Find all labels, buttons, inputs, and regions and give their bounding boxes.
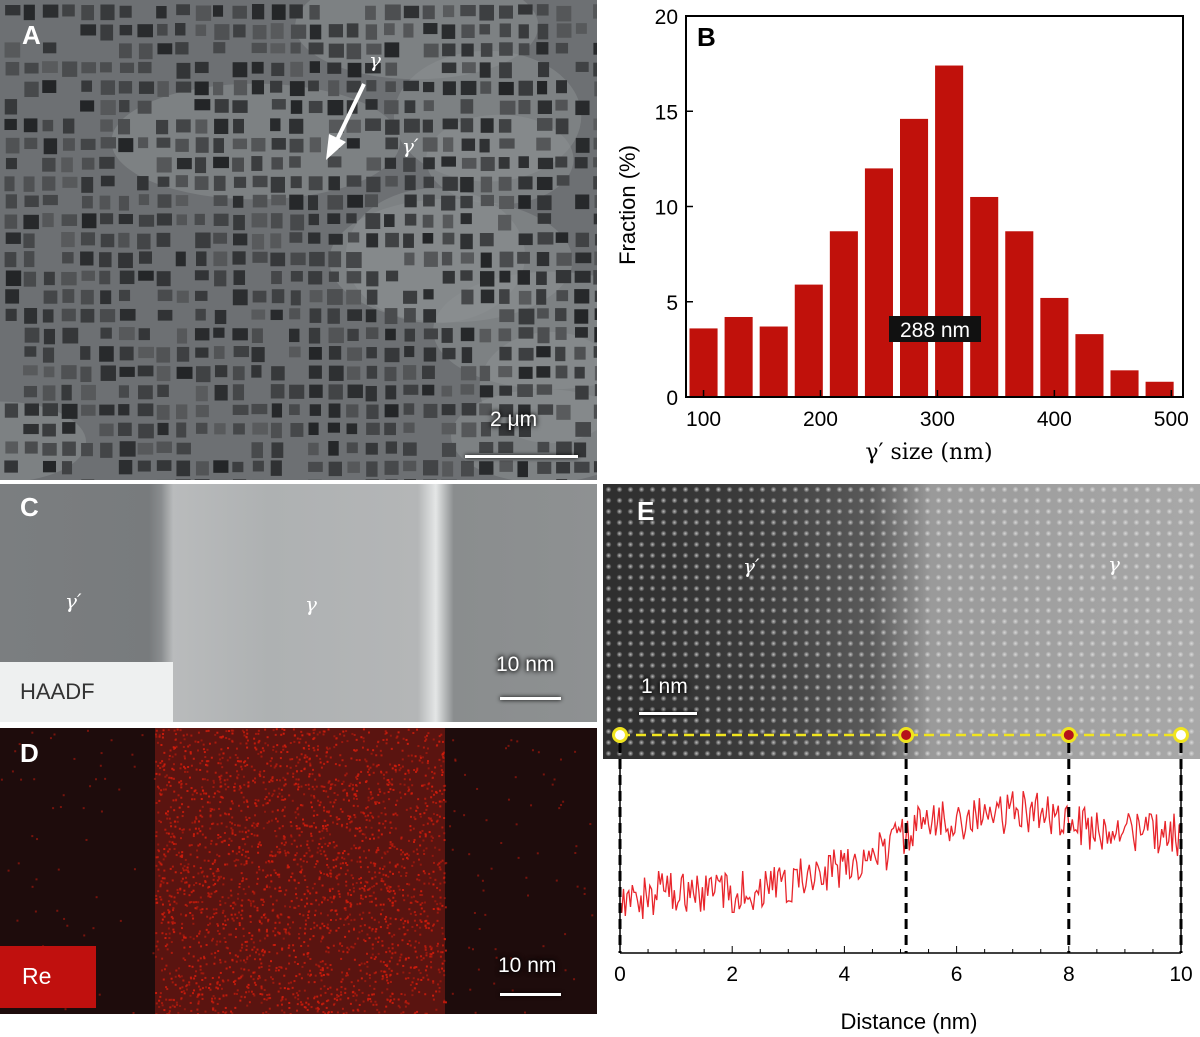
panel-a-label: A (22, 20, 41, 50)
hrstem-image (603, 484, 1200, 759)
gamma-label-a: γ (369, 48, 381, 72)
panel-e: E γ′ γ 1 nm 0 2 4 6 8 10 Distance (nm) (603, 484, 1200, 1037)
y-tick-label: 20 (655, 6, 678, 29)
histogram-bar (829, 231, 858, 397)
profile-x-tick-label: 6 (951, 963, 963, 986)
panel-d: D Re 10 nm (0, 728, 597, 1014)
gamma-prime-label-e: γ′ (743, 554, 760, 578)
profile-x-tick-label: 2 (726, 963, 738, 986)
sem-micrograph (0, 0, 597, 480)
scale-bar-e (639, 712, 697, 715)
histogram-bar (1110, 370, 1139, 397)
panel-c: C γ′ γ HAADF 10 nm (0, 484, 597, 722)
y-tick-label: 5 (666, 292, 678, 315)
scan-marker (612, 727, 628, 743)
mean-size-annotation: 288 nm (900, 319, 970, 342)
haadf-mode-label: HAADF (20, 679, 95, 704)
x-tick-label: 300 (920, 408, 955, 431)
profile-x-tick-label: 4 (839, 963, 851, 986)
scale-bar-c (500, 697, 561, 700)
histogram-bar (864, 168, 893, 397)
scale-label-c: 10 nm (496, 653, 555, 676)
scale-label-e: 1 nm (641, 675, 688, 698)
x-axis-label: γ′ size (nm) (865, 440, 992, 465)
profile-plot-area (620, 759, 1181, 953)
gamma-prime-label-c: γ′ (65, 589, 82, 613)
gamma-label-c: γ (305, 592, 317, 616)
panel-b-label: B (697, 22, 716, 52)
histogram-bar (689, 328, 718, 397)
annotation-bg (889, 316, 981, 342)
histogram-bar (1005, 231, 1034, 397)
panel-c-label: C (20, 492, 39, 522)
x-tick-label: 200 (803, 408, 838, 431)
re-element-label: Re (22, 963, 52, 989)
histogram-bar (759, 326, 788, 397)
histogram-bar (1040, 297, 1069, 397)
y-tick-label: 15 (655, 101, 678, 124)
profile-x-tick-label: 8 (1063, 963, 1075, 986)
profile-x-tick-label: 10 (1169, 963, 1192, 986)
scan-marker (1173, 727, 1189, 743)
scale-label-a: 2 μm (490, 408, 538, 431)
re-elemental-map (0, 728, 594, 1014)
histogram-bar (970, 196, 999, 397)
scale-bar-d (500, 993, 561, 996)
scale-bar-a (465, 455, 578, 458)
histogram-bar (1075, 334, 1104, 397)
scan-marker (898, 727, 915, 743)
haadf-mode-box: HAADF (0, 662, 173, 722)
y-axis-label: Fraction (%) (615, 145, 640, 265)
distance-axis-label: Distance (nm) (841, 1009, 978, 1034)
x-tick-label: 100 (686, 408, 721, 431)
profile-series-line (619, 791, 1180, 920)
panel-b: 100 200 300 400 500 0 5 10 15 20 B Fraction (%) γ… (600, 0, 1200, 480)
gamma-prime-label-a: γ′ (402, 134, 419, 158)
histogram-chart: 100 200 300 400 500 0 5 10 15 20 B Fraction (%) γ… (615, 6, 1189, 465)
scan-marker (1060, 727, 1077, 743)
y-tick-label: 10 (655, 197, 678, 220)
panel-a: A γ γ′ 2 μm (0, 0, 597, 480)
histogram-bar (794, 284, 823, 397)
profile-x-tick-label: 0 (614, 963, 626, 986)
x-tick-label: 400 (1037, 408, 1072, 431)
histogram-bar (1145, 381, 1174, 397)
x-tick-label: 500 (1154, 408, 1189, 431)
arrow-icon (326, 83, 366, 160)
y-tick-label: 0 (666, 387, 678, 410)
panel-e-label: E (637, 496, 655, 526)
scale-label-d: 10 nm (498, 954, 557, 977)
gamma-label-e: γ (1108, 552, 1120, 576)
histogram-bar (900, 118, 929, 398)
panel-d-label: D (20, 738, 39, 768)
line-profile-chart: 0 2 4 6 8 10 Distance (nm) (612, 727, 1193, 1034)
histogram-bar (724, 316, 753, 397)
re-element-box: Re (0, 946, 96, 1008)
histogram-bar (935, 65, 964, 397)
